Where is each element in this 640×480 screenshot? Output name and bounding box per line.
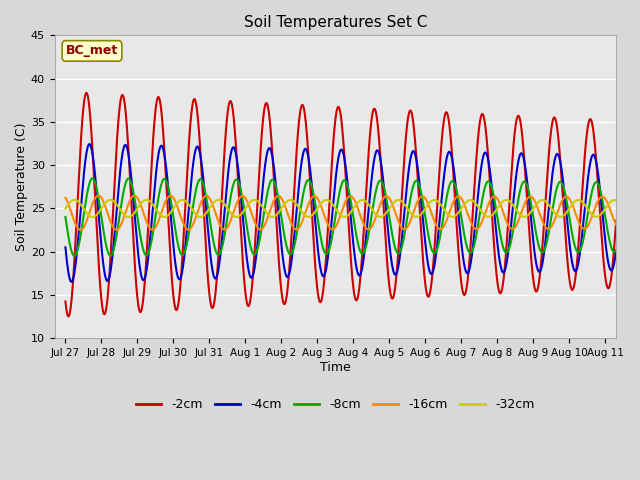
-8cm [88, 176, 96, 181]
-16cm [490, 193, 498, 199]
-8cm [152, 209, 160, 215]
-2cm [152, 102, 160, 108]
-8cm [61, 214, 69, 220]
-2cm [637, 273, 640, 278]
-2cm [65, 313, 72, 319]
-4cm [328, 212, 336, 218]
-16cm [339, 205, 347, 211]
-32cm [339, 214, 347, 219]
-16cm [61, 195, 69, 201]
-8cm [328, 234, 336, 240]
X-axis label: Time: Time [320, 360, 351, 374]
-32cm [637, 205, 640, 211]
-2cm [490, 240, 498, 245]
-32cm [61, 205, 69, 211]
-32cm [630, 213, 638, 219]
-32cm [88, 214, 96, 220]
-4cm [575, 261, 582, 266]
-8cm [575, 249, 582, 255]
-32cm [575, 197, 582, 203]
-4cm [152, 168, 160, 174]
-32cm [70, 197, 78, 203]
-16cm [77, 227, 84, 233]
-8cm [70, 253, 78, 259]
Text: BC_met: BC_met [66, 45, 118, 58]
Y-axis label: Soil Temperature (C): Soil Temperature (C) [15, 122, 28, 251]
-16cm [575, 218, 582, 224]
-8cm [490, 194, 498, 200]
-8cm [637, 214, 640, 220]
-32cm [152, 207, 160, 213]
-2cm [83, 90, 90, 96]
-2cm [575, 244, 582, 250]
-8cm [339, 178, 347, 184]
-16cm [328, 227, 336, 232]
-2cm [339, 135, 347, 141]
-4cm [86, 141, 93, 147]
-4cm [637, 239, 640, 244]
-16cm [630, 197, 638, 203]
-4cm [61, 244, 69, 250]
-8cm [630, 182, 638, 188]
-16cm [637, 196, 640, 202]
-4cm [490, 205, 498, 211]
Legend: -2cm, -4cm, -8cm, -16cm, -32cm: -2cm, -4cm, -8cm, -16cm, -32cm [131, 393, 540, 416]
Line: -32cm: -32cm [65, 200, 640, 217]
-2cm [61, 299, 69, 304]
-4cm [68, 279, 76, 285]
-4cm [339, 149, 347, 155]
-32cm [328, 201, 336, 207]
-4cm [630, 175, 638, 180]
Line: -8cm: -8cm [65, 179, 640, 256]
Line: -2cm: -2cm [65, 93, 640, 316]
-2cm [328, 156, 336, 161]
Line: -16cm: -16cm [65, 195, 640, 230]
-32cm [490, 210, 498, 216]
Title: Soil Temperatures Set C: Soil Temperatures Set C [244, 15, 427, 30]
Line: -4cm: -4cm [65, 144, 640, 282]
-16cm [152, 223, 160, 229]
-16cm [95, 192, 102, 198]
-2cm [630, 190, 638, 196]
